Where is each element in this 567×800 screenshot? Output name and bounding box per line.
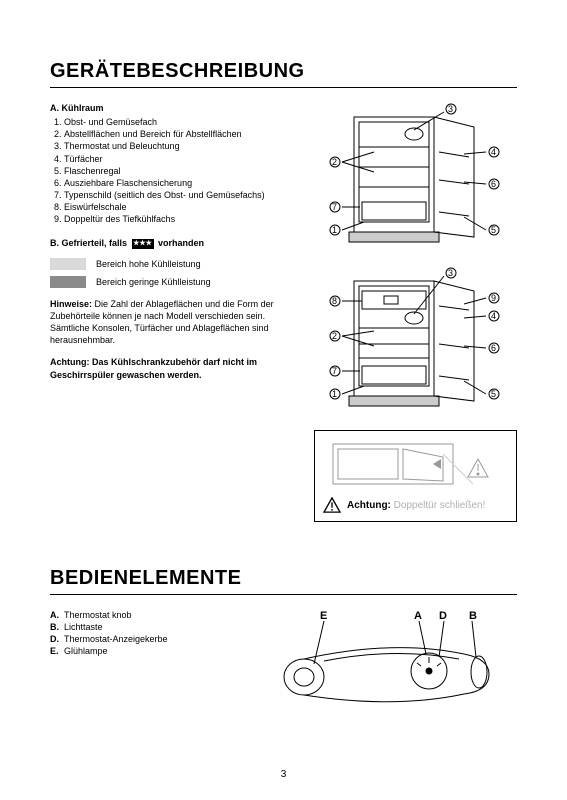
svg-text:3: 3 bbox=[448, 268, 453, 278]
svg-text:1: 1 bbox=[332, 225, 337, 235]
achtung-text: Achtung: Das Kühlschrankzubehör darf nic… bbox=[50, 356, 290, 380]
list-item: Ausziehbare Flaschensicherung bbox=[64, 177, 290, 189]
kuhlraum-heading: A. Kühlraum bbox=[50, 102, 290, 114]
svg-text:4: 4 bbox=[491, 311, 496, 321]
svg-text:A: A bbox=[414, 610, 422, 622]
fridge-diagram-1: 2 7 1 3 4 6 5 bbox=[314, 102, 514, 252]
legend-dark: Bereich geringe Kühlleistung bbox=[50, 276, 290, 288]
star-icon: ★★★ bbox=[132, 239, 154, 249]
svg-text:7: 7 bbox=[332, 366, 337, 376]
svg-text:1: 1 bbox=[332, 389, 337, 399]
swatch-dark bbox=[50, 276, 86, 288]
list-item: Typenschild (seitlich des Obst- und Gemü… bbox=[64, 189, 290, 201]
list-item: Eiswürfelschale bbox=[64, 201, 290, 213]
svg-text:4: 4 bbox=[491, 147, 496, 157]
page-number: 3 bbox=[0, 769, 567, 780]
list-item: Obst- und Gemüsefach bbox=[64, 116, 290, 128]
svg-text:5: 5 bbox=[491, 225, 496, 235]
thermostat-diagram: E A D B bbox=[274, 609, 504, 709]
section-title-2: BEDIENELEMENTE bbox=[50, 567, 517, 595]
list-item: Abstellflächen und Bereich für Abstellfl… bbox=[64, 128, 290, 140]
svg-text:6: 6 bbox=[491, 343, 496, 353]
swatch-light bbox=[50, 258, 86, 270]
list-item: Flaschenregal bbox=[64, 165, 290, 177]
svg-text:6: 6 bbox=[491, 179, 496, 189]
door-close-icon bbox=[323, 439, 503, 489]
legend-light: Bereich hohe Kühlleistung bbox=[50, 258, 290, 270]
svg-text:D: D bbox=[439, 610, 447, 622]
hinweise-block: Hinweise: Die Zahl der Ablageflächen und… bbox=[50, 298, 290, 347]
list-item: Thermostat und Beleuchtung bbox=[64, 140, 290, 152]
svg-text:B: B bbox=[469, 610, 477, 622]
section-title-1: GERÄTEBESCHREIBUNG bbox=[50, 60, 517, 88]
gefrier-heading: B. Gefrierteil, falls ★★★ vorhanden bbox=[50, 237, 290, 249]
warning-box: Achtung: Doppeltür schließen! bbox=[314, 430, 517, 522]
svg-text:9: 9 bbox=[491, 293, 496, 303]
fridge-diagram-2: 8 2 7 1 3 9 4 6 5 bbox=[314, 266, 514, 416]
warning-triangle-icon bbox=[323, 497, 341, 513]
svg-text:8: 8 bbox=[332, 296, 337, 306]
kuhlraum-list: Obst- und Gemüsefach Abstellflächen und … bbox=[50, 116, 290, 225]
list-item: Doppeltür des Tiefkühlfachs bbox=[64, 213, 290, 225]
svg-text:5: 5 bbox=[491, 389, 496, 399]
svg-text:3: 3 bbox=[448, 104, 453, 114]
svg-text:E: E bbox=[320, 610, 327, 622]
svg-text:2: 2 bbox=[332, 157, 337, 167]
svg-text:2: 2 bbox=[332, 331, 337, 341]
svg-text:7: 7 bbox=[332, 202, 337, 212]
list-item: Türfächer bbox=[64, 153, 290, 165]
bedien-list: A.Thermostat knob B.Lichttaste D.Thermos… bbox=[50, 609, 250, 714]
